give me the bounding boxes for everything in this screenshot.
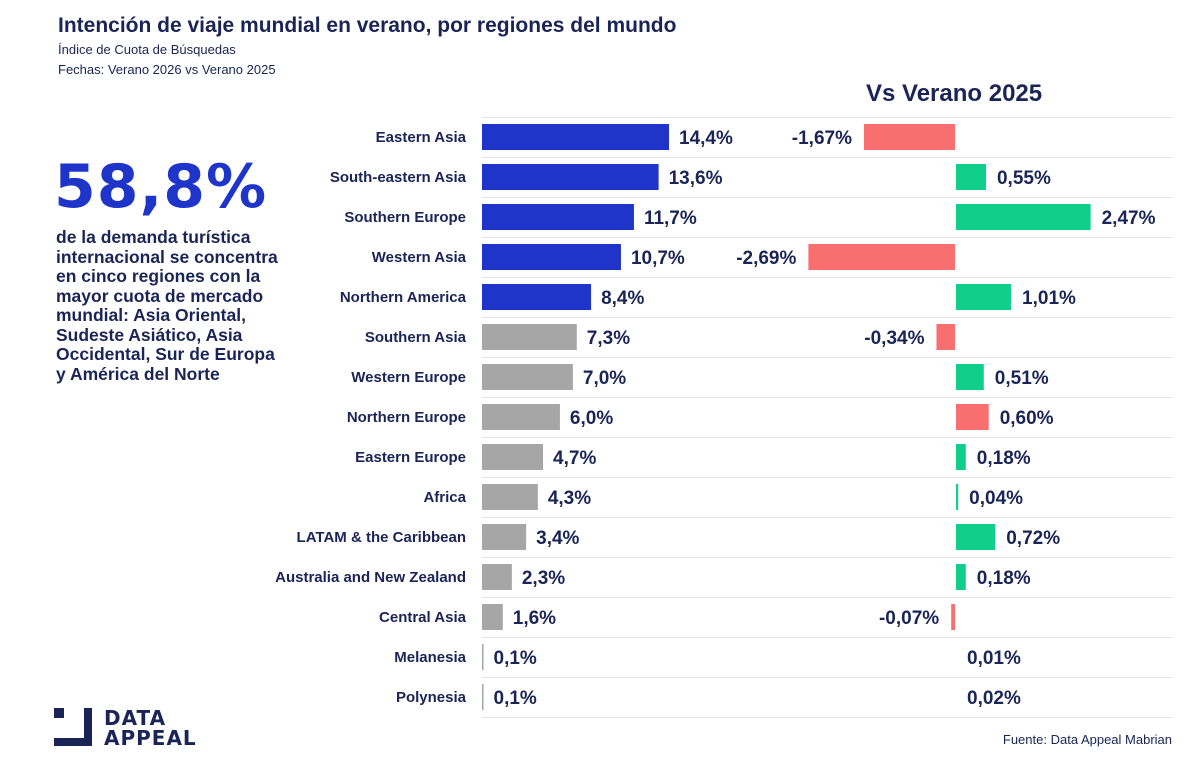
share-bar bbox=[482, 124, 669, 150]
change-bar bbox=[956, 444, 966, 470]
change-bar bbox=[956, 564, 966, 590]
category-label: Central Asia bbox=[379, 609, 467, 626]
share-bar bbox=[482, 684, 484, 710]
change-value-label: 0,18% bbox=[977, 568, 1031, 589]
share-bar bbox=[482, 204, 634, 230]
share-bar bbox=[482, 484, 538, 510]
category-label: Southern Europe bbox=[344, 209, 466, 226]
highlight-value: 58,8% bbox=[54, 152, 268, 222]
change-bar bbox=[956, 404, 989, 430]
share-value-label: 4,7% bbox=[553, 448, 596, 469]
share-value-label: 4,3% bbox=[548, 488, 591, 509]
category-label: Eastern Europe bbox=[355, 449, 466, 466]
category-label: Northern Europe bbox=[347, 409, 466, 426]
change-value-label: 0,02% bbox=[967, 688, 1021, 709]
category-label: Australia and New Zealand bbox=[275, 569, 466, 586]
category-label: Africa bbox=[423, 489, 466, 506]
highlight-text: de la demanda turística internacional se… bbox=[56, 227, 278, 384]
change-bar bbox=[956, 204, 1091, 230]
share-bar bbox=[482, 524, 527, 550]
share-value-label: 13,6% bbox=[669, 168, 723, 189]
change-value-label: 0,18% bbox=[977, 448, 1031, 469]
category-label: South-eastern Asia bbox=[330, 169, 467, 186]
source-note: Fuente: Data Appeal Mabrian bbox=[1002, 732, 1172, 747]
share-bar bbox=[482, 604, 503, 630]
change-bar bbox=[956, 524, 996, 550]
share-value-label: 1,6% bbox=[513, 608, 556, 629]
share-bar bbox=[482, 284, 592, 310]
share-value-label: 2,3% bbox=[522, 568, 565, 589]
logo-text: DATA APPEAL bbox=[104, 708, 197, 748]
change-value-label: 0,51% bbox=[995, 368, 1049, 389]
category-label: Northern America bbox=[340, 289, 467, 306]
change-value-label: 0,72% bbox=[1006, 528, 1060, 549]
category-label: Melanesia bbox=[394, 649, 466, 666]
share-bar bbox=[482, 164, 659, 190]
change-value-label: -2,69% bbox=[736, 248, 796, 269]
change-value-label: -1,67% bbox=[792, 128, 852, 149]
data-appeal-logo-icon bbox=[54, 708, 92, 746]
category-label: Southern Asia bbox=[365, 329, 467, 346]
change-value-label: 0,01% bbox=[967, 648, 1021, 669]
category-label: Western Europe bbox=[351, 369, 466, 386]
change-bar bbox=[951, 604, 955, 630]
change-value-label: 0,60% bbox=[1000, 408, 1054, 429]
share-value-label: 0,1% bbox=[494, 688, 537, 709]
change-bar bbox=[936, 324, 955, 350]
change-value-label: 2,47% bbox=[1102, 208, 1156, 229]
share-value-label: 7,0% bbox=[583, 368, 626, 389]
change-bar bbox=[956, 164, 986, 190]
share-value-label: 8,4% bbox=[601, 288, 644, 309]
share-value-label: 3,4% bbox=[536, 528, 579, 549]
share-bar bbox=[482, 324, 577, 350]
change-bar bbox=[956, 484, 959, 510]
chart-subtitle: Índice de Cuota de Búsquedas bbox=[58, 42, 236, 57]
logo-line-2: APPEAL bbox=[104, 726, 197, 750]
share-bar bbox=[482, 404, 560, 430]
logo-line-1: DATA bbox=[104, 706, 167, 730]
share-value-label: 14,4% bbox=[679, 128, 733, 149]
comparison-title: Vs Verano 2025 bbox=[866, 80, 1043, 107]
change-bar bbox=[956, 284, 1012, 310]
category-label: Polynesia bbox=[396, 689, 467, 706]
share-bar bbox=[482, 244, 621, 270]
change-value-label: 1,01% bbox=[1022, 288, 1076, 309]
share-bar bbox=[482, 444, 544, 470]
category-label: Eastern Asia bbox=[376, 129, 467, 146]
change-value-label: 0,04% bbox=[969, 488, 1023, 509]
share-bar bbox=[482, 364, 573, 390]
share-value-label: 7,3% bbox=[587, 328, 630, 349]
chart-dates: Fechas: Verano 2026 vs Verano 2025 bbox=[58, 62, 276, 77]
change-bar bbox=[956, 364, 984, 390]
share-value-label: 0,1% bbox=[494, 648, 537, 669]
share-value-label: 10,7% bbox=[631, 248, 685, 269]
share-bar bbox=[482, 564, 512, 590]
change-value-label: -0,34% bbox=[864, 328, 924, 349]
share-bar bbox=[482, 644, 484, 670]
chart-title: Intención de viaje mundial en verano, po… bbox=[58, 14, 677, 37]
change-bar bbox=[808, 244, 955, 270]
share-value-label: 11,7% bbox=[644, 208, 697, 229]
change-value-label: -0,07% bbox=[879, 608, 939, 629]
category-label: Western Asia bbox=[372, 249, 467, 266]
share-value-label: 6,0% bbox=[570, 408, 613, 429]
change-value-label: 0,55% bbox=[997, 168, 1051, 189]
change-bar bbox=[863, 124, 955, 150]
category-label: LATAM & the Caribbean bbox=[297, 529, 466, 546]
